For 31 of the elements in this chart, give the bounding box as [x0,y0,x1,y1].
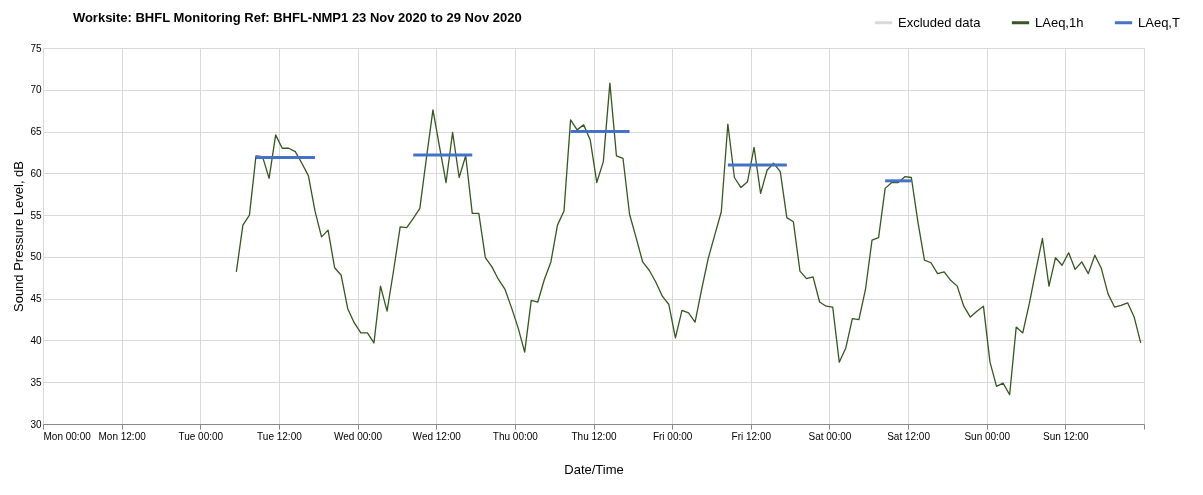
x-tick-label: Thu 12:00 [571,430,617,442]
line-series [235,82,1142,396]
legend-label: LAeq,T [1138,14,1180,30]
x-axis-title: Date/Time [564,461,624,477]
chart-title: Worksite: BHFL Monitoring Ref: BHFL-NMP1 23 Nov 2020 to 29 Nov 2020 [72,10,522,25]
y-tick-label: 45 [30,293,42,305]
y-tick-label: 40 [30,334,42,346]
x-tick-label: Mon 12:00 [98,430,147,442]
x-tick-label: Wed 00:00 [333,430,383,442]
x-tick-label: Tue 00:00 [178,430,224,442]
x-tick-label: Wed 12:00 [412,430,462,442]
y-tick-label: 35 [30,376,42,388]
x-tick-label: Sat 00:00 [808,430,852,442]
y-tick-label: 50 [30,251,42,263]
x-tick-label: Thu 00:00 [492,430,539,442]
x-tick-label: Mon 00:00 [43,430,92,442]
x-tick-label: Fri 12:00 [731,430,772,442]
y-tick-label: 30 [30,418,42,430]
y-tick-label: 65 [30,126,42,138]
x-tick-label: Sat 12:00 [887,430,931,442]
x-tick-label: Sun 12:00 [1043,430,1090,442]
y-axis-title: Sound Pressure Level, dB [11,160,27,313]
y-tick-label: 75 [30,42,42,54]
legend-label: LAeq,1h [1035,14,1084,30]
y-tick-label: 60 [30,167,42,179]
x-tick-label: Tue 12:00 [257,430,303,442]
x-tick-label: Fri 00:00 [652,430,693,442]
y-tick-label: 55 [30,209,42,221]
legend-label: Excluded data [898,14,982,30]
x-tick-label: Sun 00:00 [964,430,1011,442]
y-tick-label: 70 [30,84,42,96]
